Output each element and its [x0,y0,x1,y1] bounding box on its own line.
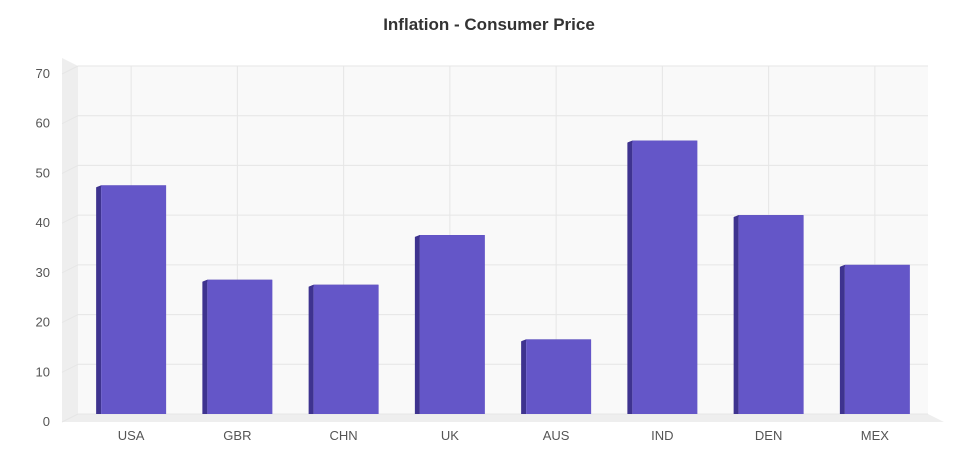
bar-side [627,140,633,415]
y-tick-label: 30 [36,265,50,280]
bar-side [202,279,208,414]
y-tick-label: 60 [36,116,50,131]
gridline-y-wall [61,363,79,373]
floor [62,414,944,422]
x-tick-label: IND [651,428,673,443]
y-tick-label: 20 [36,315,50,330]
bar [526,339,592,414]
bar [313,284,379,414]
bar-side [96,185,102,414]
x-tick-label: UK [441,428,459,443]
bar-side [733,215,739,414]
bar [419,235,485,414]
left-wall [62,58,78,422]
x-tick-label: MEX [861,428,890,443]
x-tick-label: USA [118,428,145,443]
x-tick-label: AUS [543,428,570,443]
bar [101,185,167,414]
y-tick-label: 40 [36,215,50,230]
gridline-y-wall [61,115,79,125]
bar-side [308,284,314,414]
bar [738,215,804,414]
gridline-y-wall [61,264,79,274]
y-tick-label: 0 [43,414,50,429]
gridline-y-wall [61,164,79,174]
bar-side [521,339,527,414]
bar-side [414,235,420,414]
gridline-y-wall [61,214,79,224]
gridline-y-wall [61,314,79,324]
chart-title: Inflation - Consumer Price [383,15,595,34]
x-tick-label: GBR [223,428,251,443]
x-tick-label: DEN [755,428,782,443]
y-tick-label: 10 [36,364,50,379]
gridline-y-wall [61,413,79,423]
bar-side [839,264,845,414]
y-tick-label: 70 [36,66,50,81]
bar [844,264,910,414]
bar [207,279,273,414]
y-tick-label: 50 [36,165,50,180]
bar [632,140,698,415]
gridline-y-wall [61,65,79,75]
x-tick-label: CHN [330,428,358,443]
